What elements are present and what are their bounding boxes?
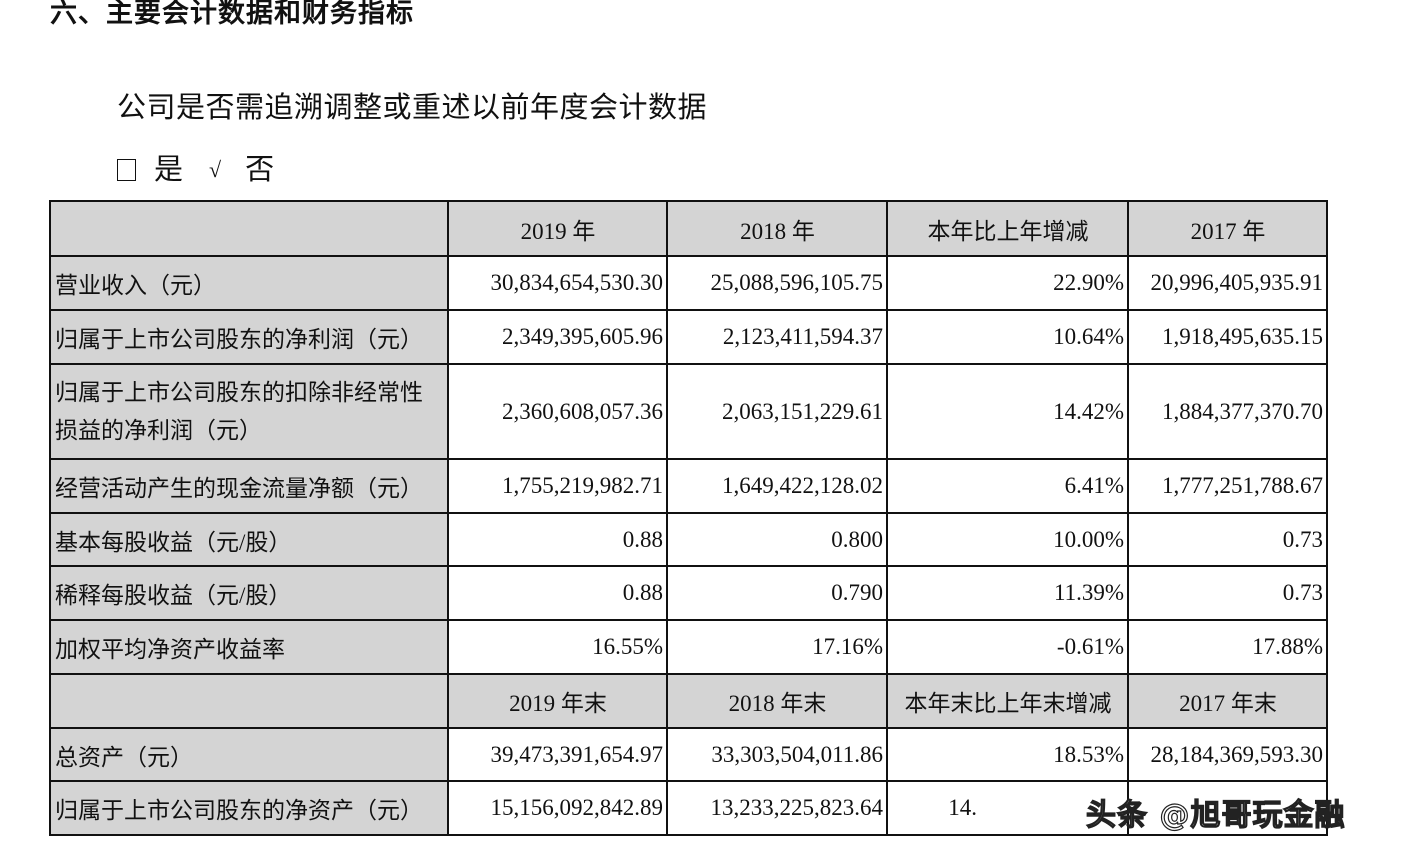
row-label: 基本每股收益（元/股） [49, 512, 449, 567]
value-change: 22.90% [886, 255, 1129, 311]
value-2017: 28,184,369,593.30 [1127, 727, 1328, 782]
subheader-cell-2019-end: 2019 年末 [447, 673, 668, 729]
value-2017: 1,918,495,635.15 [1127, 309, 1328, 365]
restatement-choices: 是 √ 否 [117, 150, 300, 190]
table-row: 归属于上市公司股东的扣除非经常性损益的净利润（元） 2,360,608,057.… [49, 363, 1328, 460]
table-header-row: 2019 年 2018 年 本年比上年增减 2017 年 [49, 200, 1328, 257]
value-2018: 25,088,596,105.75 [666, 255, 888, 311]
value-2017: 0.73 [1127, 512, 1328, 567]
value-2018: 2,063,151,229.61 [666, 363, 888, 460]
value-2018: 0.790 [666, 565, 888, 621]
value-2018: 33,303,504,011.86 [666, 727, 888, 782]
table-row: 经营活动产生的现金流量净额（元） 1,755,219,982.71 1,649,… [49, 458, 1328, 514]
row-label: 总资产（元） [49, 727, 449, 782]
row-label: 归属于上市公司股东的扣除非经常性损益的净利润（元） [49, 363, 449, 460]
value-change: 6.41% [886, 458, 1129, 514]
value-2017: 1,884,377,370.70 [1127, 363, 1328, 460]
table-subheader-row: 2019 年末 2018 年末 本年末比上年末增减 2017 年末 [49, 673, 1328, 729]
value-2018: 1,649,422,128.02 [666, 458, 888, 514]
choice-yes-label: 是 [154, 154, 184, 186]
value-2018: 17.16% [666, 619, 888, 675]
value-2017: 1,777,251,788.67 [1127, 458, 1328, 514]
value-change: 10.64% [886, 309, 1129, 365]
header-cell-2017: 2017 年 [1127, 200, 1328, 257]
value-2019: 30,834,654,530.30 [447, 255, 668, 311]
row-label: 归属于上市公司股东的净利润（元） [49, 309, 449, 365]
row-label: 稀释每股收益（元/股） [49, 565, 449, 621]
table-row: 归属于上市公司股东的净利润（元） 2,349,395,605.96 2,123,… [49, 309, 1328, 365]
value-change: 14. [886, 780, 1129, 836]
value-change: 10.00% [886, 512, 1129, 567]
subheader-cell-2017-end: 2017 年末 [1127, 673, 1328, 729]
row-label: 经营活动产生的现金流量净额（元） [49, 458, 449, 514]
value-2017 [1127, 780, 1328, 836]
table-row: 归属于上市公司股东的净资产（元） 15,156,092,842.89 13,23… [49, 780, 1328, 836]
value-change: -0.61% [886, 619, 1129, 675]
value-2019: 0.88 [447, 565, 668, 621]
restatement-question: 公司是否需追溯调整或重述以前年度会计数据 [117, 92, 708, 124]
value-2019: 2,360,608,057.36 [447, 363, 668, 460]
row-label: 归属于上市公司股东的净资产（元） [49, 780, 449, 836]
value-2019: 39,473,391,654.97 [447, 727, 668, 782]
subheader-cell-change: 本年末比上年末增减 [886, 673, 1129, 729]
table-row: 加权平均净资产收益率 16.55% 17.16% -0.61% 17.88% [49, 619, 1328, 675]
table-row: 稀释每股收益（元/股） 0.88 0.790 11.39% 0.73 [49, 565, 1328, 621]
value-2017: 17.88% [1127, 619, 1328, 675]
header-cell-change: 本年比上年增减 [886, 200, 1129, 257]
value-2019: 16.55% [447, 619, 668, 675]
header-cell-2019: 2019 年 [447, 200, 668, 257]
watermark: 头条 @旭哥玩金融 [1085, 797, 1346, 833]
value-change: 18.53% [886, 727, 1129, 782]
value-2019: 2,349,395,605.96 [447, 309, 668, 365]
value-2018: 13,233,225,823.64 [666, 780, 888, 836]
row-label: 加权平均净资产收益率 [49, 619, 449, 675]
value-2018: 2,123,411,594.37 [666, 309, 888, 365]
value-2017: 20,996,405,935.91 [1127, 255, 1328, 311]
header-cell-blank [49, 200, 449, 257]
subheader-cell-blank [49, 673, 449, 729]
checkbox-yes[interactable] [117, 159, 136, 181]
financial-indicators-table: 2019 年 2018 年 本年比上年增减 2017 年 营业收入（元） 30,… [49, 200, 1328, 836]
value-2019: 1,755,219,982.71 [447, 458, 668, 514]
row-label: 营业收入（元） [49, 255, 449, 311]
table-row: 营业收入（元） 30,834,654,530.30 25,088,596,105… [49, 255, 1328, 311]
value-change: 14.42% [886, 363, 1129, 460]
value-change: 11.39% [886, 565, 1129, 621]
value-2017: 0.73 [1127, 565, 1328, 621]
value-2019: 0.88 [447, 512, 668, 567]
section-title: 六、主要会计数据和财务指标 [50, 0, 414, 29]
table-row: 总资产（元） 39,473,391,654.97 33,303,504,011.… [49, 727, 1328, 782]
table-row: 基本每股收益（元/股） 0.88 0.800 10.00% 0.73 [49, 512, 1328, 567]
checkmark-icon[interactable]: √ [209, 157, 222, 182]
subheader-cell-2018-end: 2018 年末 [666, 673, 888, 729]
value-2019: 15,156,092,842.89 [447, 780, 668, 836]
header-cell-2018: 2018 年 [666, 200, 888, 257]
choice-no-label: 否 [245, 154, 275, 186]
value-2018: 0.800 [666, 512, 888, 567]
